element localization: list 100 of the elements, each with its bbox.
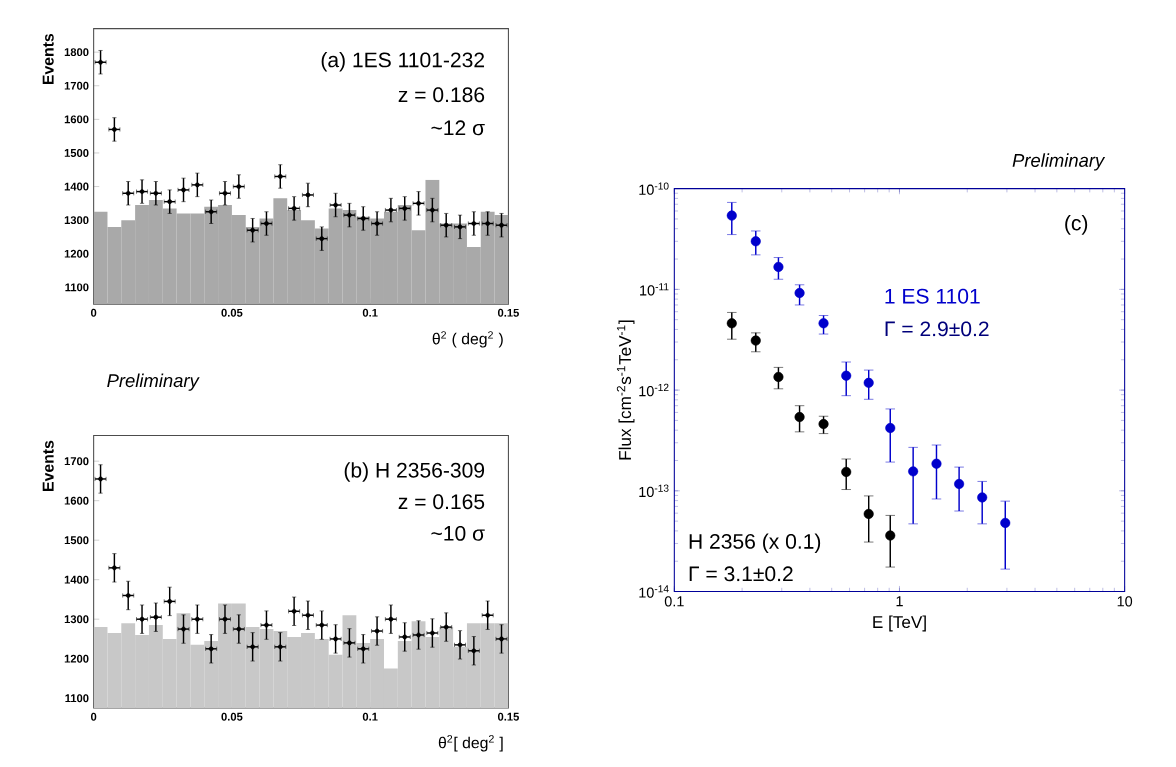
point (726, 210, 737, 221)
y-axis-title: Flux [cm$^{-2}$s$^{-1}$TeV$^{-1}$] (616, 320, 635, 460)
y-tick-label: 1500 (64, 148, 89, 157)
point (443, 624, 449, 630)
point (931, 458, 942, 469)
annotation: (b) H 2356-309 (344, 462, 485, 482)
x-axis-title: E [TeV] (873, 615, 926, 632)
point (773, 261, 784, 272)
annotation: ~12 σ (431, 120, 485, 136)
chart-title: Preliminary (107, 373, 200, 391)
point (794, 287, 805, 298)
x-tick-label: 0.15 (497, 308, 519, 317)
y-tick-label: 1300 (64, 615, 89, 623)
y-tick-label: 1100 (65, 694, 89, 702)
y-tick-label: 10$^{-11}$ (640, 283, 669, 296)
annotation: ~10 σ (431, 525, 485, 541)
point (98, 476, 103, 482)
point (977, 492, 988, 503)
point (222, 616, 228, 622)
point (333, 636, 338, 642)
y-tick-label: 1200 (64, 249, 89, 258)
point (264, 622, 269, 628)
point (374, 220, 380, 226)
point (236, 184, 242, 189)
point (457, 642, 463, 648)
point (726, 318, 737, 329)
point (471, 648, 477, 654)
point (1000, 517, 1011, 528)
point (222, 190, 228, 196)
y-tick-label: 1200 (64, 654, 89, 663)
point (388, 616, 394, 622)
y-axis-title: Events (42, 440, 54, 491)
point (750, 335, 761, 346)
point (236, 626, 242, 632)
point (841, 466, 852, 477)
x-tick-label: 0.1 (362, 712, 378, 721)
y-tick-label: 1100 (65, 283, 89, 292)
point (98, 59, 103, 65)
point (416, 200, 421, 206)
x-tick-label: 0.05 (221, 712, 243, 721)
annotation: (a) 1ES 1101-232 (321, 51, 485, 72)
point (112, 565, 117, 571)
point (750, 236, 761, 247)
text: 1 ES 1101 (885, 288, 980, 304)
point (112, 126, 117, 132)
point (430, 207, 435, 213)
point (773, 371, 784, 382)
point (264, 220, 269, 226)
y-axis-title: Events (42, 33, 54, 84)
point (416, 632, 421, 638)
point (125, 592, 131, 598)
point (471, 220, 477, 226)
point (954, 478, 965, 489)
point (181, 626, 186, 632)
point (430, 630, 435, 636)
x-tick-label: 0.1 (664, 596, 684, 607)
point (208, 646, 214, 652)
y-tick-label: 10$^{-12}$ (639, 383, 669, 397)
y-tick-label: 1800 (64, 48, 89, 56)
x-tick-label: 10 (1117, 596, 1133, 607)
point (499, 222, 504, 228)
point (208, 209, 214, 214)
point (885, 530, 896, 541)
point (794, 411, 805, 422)
point (841, 370, 852, 381)
point (863, 377, 874, 388)
point (388, 207, 394, 213)
point (153, 614, 159, 620)
point (291, 608, 297, 614)
chart-title: Preliminary (1012, 153, 1106, 171)
point (908, 466, 919, 477)
point (374, 628, 380, 634)
annotation: z = 0.186 (398, 87, 485, 103)
point (125, 190, 131, 196)
point (181, 187, 186, 193)
y-tick-label: 1700 (64, 81, 89, 90)
point (139, 616, 145, 622)
point (153, 190, 159, 196)
annotation: (c) (1065, 214, 1088, 235)
x-tick-label: 1 (896, 596, 903, 607)
annotation: Γ = 2.9±0.2 (885, 321, 989, 337)
point (139, 189, 145, 194)
x-axis-title: θ$^{2}$ ( deg$^{2}$ ) (432, 331, 503, 348)
x-tick-label: 0.15 (497, 712, 519, 721)
text: H 2356 (x 0.1) (689, 533, 821, 553)
point (863, 508, 874, 519)
y-tick-label: 1400 (64, 575, 89, 584)
point (499, 636, 504, 642)
y-tick-label: 1600 (64, 496, 89, 505)
annotation: z = 0.165 (398, 494, 485, 510)
annotation: Γ = 3.1±0.2 (689, 566, 793, 582)
x-tick-label: 0 (90, 712, 97, 721)
point (818, 318, 829, 329)
y-tick-label: 10$^{-10}$ (639, 182, 669, 195)
x-tick-label: 0.1 (362, 308, 378, 317)
x-tick-label: 0 (90, 308, 97, 317)
point (305, 192, 311, 198)
y-tick-label: 10$^{-13}$ (639, 484, 669, 497)
point (319, 622, 325, 628)
y-tick-label: 1300 (64, 216, 89, 224)
